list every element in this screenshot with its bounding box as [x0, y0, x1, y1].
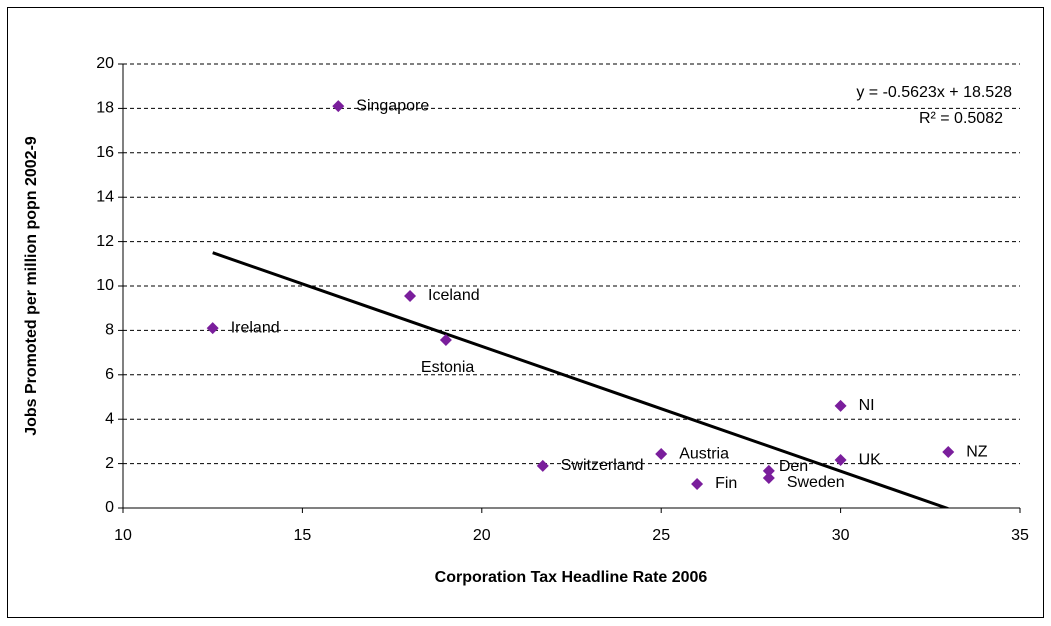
y-tick-label: 6: [105, 366, 114, 383]
y-tick-label: 4: [105, 410, 114, 427]
y-tick-label: 14: [96, 188, 114, 205]
chart-border: [7, 7, 1044, 618]
x-tick-label: 10: [114, 527, 132, 544]
point: [536, 459, 549, 472]
trendline: [212, 251, 949, 508]
point-label: Ireland: [231, 319, 280, 336]
point-label: Switzerland: [561, 457, 644, 474]
point: [206, 322, 219, 335]
point-label: UK: [859, 451, 882, 468]
point: [439, 333, 452, 346]
point: [332, 100, 345, 113]
trendline-equation: y = -0.5623x + 18.528: [856, 84, 1012, 101]
point-label: Den: [779, 458, 808, 475]
point: [762, 472, 775, 485]
point-label: Iceland: [428, 287, 480, 304]
point: [655, 448, 668, 461]
point: [942, 446, 955, 459]
x-tick-label: 15: [294, 527, 312, 544]
trendline-r2: R² = 0.5082: [919, 110, 1003, 127]
point: [834, 399, 847, 412]
y-tick-label: 16: [96, 144, 114, 161]
y-tick-label: 10: [96, 277, 114, 294]
point-label: NZ: [966, 443, 988, 460]
x-tick-label: 30: [832, 527, 850, 544]
point-label: Fin: [715, 475, 737, 492]
x-tick-label: 20: [473, 527, 491, 544]
point: [834, 454, 847, 467]
point: [404, 289, 417, 302]
y-tick-label: 8: [105, 322, 114, 339]
y-tick-label: 18: [96, 100, 114, 117]
point: [691, 478, 704, 491]
point-label: NI: [859, 397, 875, 414]
y-tick-label: 0: [105, 499, 114, 516]
x-axis-title: Corporation Tax Headline Rate 2006: [435, 569, 708, 586]
y-tick-label: 12: [96, 233, 114, 250]
point-label: Sweden: [787, 474, 845, 491]
x-tick-label: 25: [652, 527, 670, 544]
y-axis-title: Jobs Promoted per million popn 2002-9: [23, 136, 40, 436]
x-tick-label: 35: [1011, 527, 1029, 544]
point: [762, 464, 775, 477]
point-label: Singapore: [356, 97, 429, 114]
point-label: Estonia: [421, 359, 474, 376]
point-label: Austria: [679, 445, 729, 462]
y-tick-label: 20: [96, 55, 114, 72]
y-tick-label: 2: [105, 455, 114, 472]
